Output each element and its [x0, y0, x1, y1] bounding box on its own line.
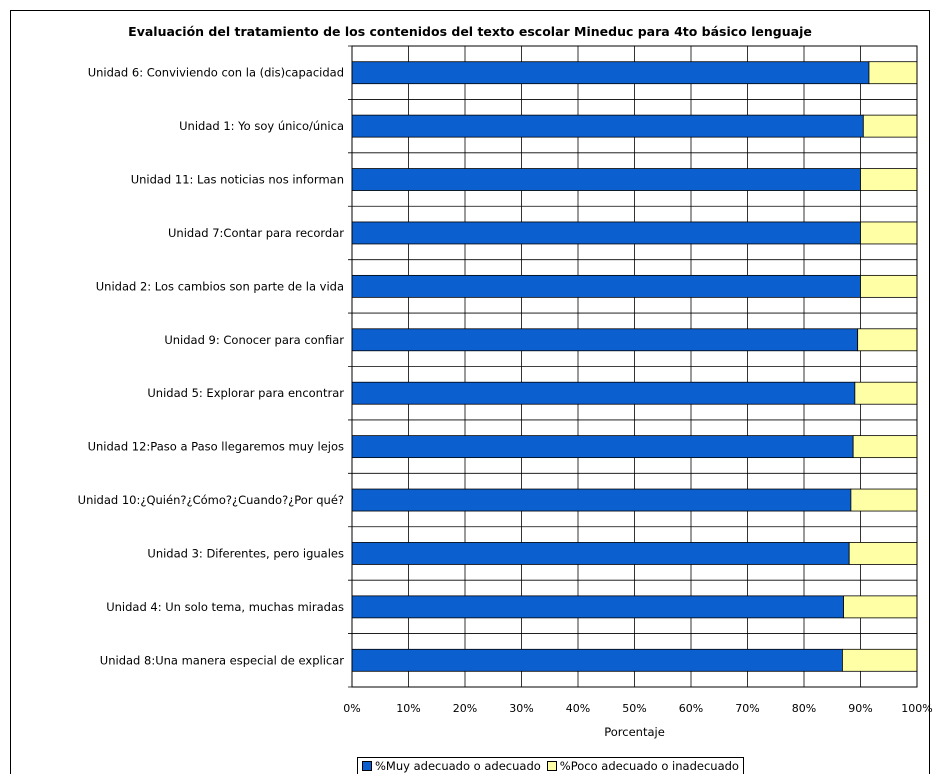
x-tick-label: 10% [396, 702, 420, 715]
bar-segment [351, 648, 843, 672]
x-tick-label: 50% [622, 702, 646, 715]
legend-swatch [546, 761, 557, 771]
legend-item: %Muy adecuado o adecuado [362, 759, 541, 773]
bar-segment [351, 274, 861, 298]
legend-swatch [362, 761, 372, 771]
x-tick-label: 0% [343, 702, 360, 715]
category-label: Unidad 8:Una manera especial de explicar [100, 653, 344, 667]
bar-segment [351, 328, 859, 352]
bar-segment [351, 114, 864, 138]
legend-item: %Poco adecuado o inadecuado [546, 759, 739, 773]
category-label: Unidad 11: Las noticias nos informan [131, 173, 344, 187]
bar-segment [351, 381, 856, 405]
bar-segment [868, 61, 918, 85]
category-label: Unidad 5: Explorar para encontrar [147, 386, 344, 400]
bar-segment [860, 168, 918, 191]
plot-border [351, 45, 918, 688]
bar-segment [351, 488, 852, 512]
category-label: Unidad 10:¿Quién?¿Cómo?¿Cuando?¿Por qué? [78, 493, 344, 507]
x-tick-label: 30% [509, 702, 533, 715]
bar-segment [854, 381, 918, 405]
bar-segment [351, 221, 861, 245]
x-tick-label: 100% [901, 702, 932, 715]
bar-segment [843, 595, 918, 619]
bar-segment [852, 435, 918, 459]
category-label: Unidad 7:Contar para recordar [168, 226, 344, 240]
bar-segment [860, 274, 918, 298]
category-label: Unidad 12:Paso a Paso llegaremos muy lej… [88, 440, 344, 454]
bar-segment [850, 488, 918, 512]
bar-segment [862, 114, 918, 138]
category-label: Unidad 4: Un solo tema, muchas miradas [106, 600, 344, 614]
x-axis-title: Porcentaje [604, 725, 665, 739]
category-label: Unidad 3: Diferentes, pero iguales [147, 546, 344, 560]
category-label: Unidad 2: Los cambios son parte de la vi… [96, 279, 344, 293]
x-tick-label: 20% [453, 702, 477, 715]
bar-segment [351, 595, 844, 619]
legend-label: %Poco adecuado o inadecuado [559, 759, 739, 773]
x-tick-label: 90% [848, 702, 872, 715]
legend: %Muy adecuado o adecuado %Poco adecuado o… [357, 757, 744, 774]
bar-segment [351, 435, 854, 459]
bar-segment [860, 221, 918, 245]
legend-label: %Muy adecuado o adecuado [375, 759, 541, 773]
category-label: Unidad 6: Conviviendo con la (dis)capaci… [88, 66, 344, 80]
bar-segment [857, 328, 918, 352]
x-tick-label: 80% [792, 702, 816, 715]
chart-title: Evaluación del tratamiento de los conten… [128, 24, 812, 39]
bar-segment [351, 542, 850, 565]
x-tick-label: 70% [735, 702, 759, 715]
x-tick-label: 60% [679, 702, 703, 715]
category-label: Unidad 9: Conocer para confiar [164, 333, 344, 347]
bar-segment [842, 648, 918, 672]
bar-segment [351, 168, 861, 191]
x-tick-label: 40% [566, 702, 590, 715]
category-label: Unidad 1: Yo soy único/única [179, 119, 344, 133]
bar-segment [351, 61, 870, 85]
bar-segment [848, 542, 918, 565]
